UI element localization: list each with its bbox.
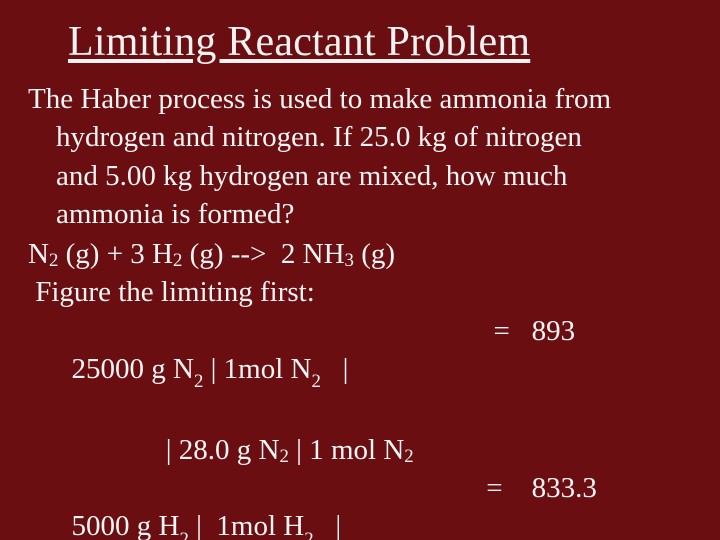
calc2-top-result: = 833.3: [486, 469, 597, 507]
calc1-bot-b: | 1 mol N: [289, 431, 404, 469]
calc1-bot-b-sub: 2: [404, 445, 413, 470]
calc1-top-b: | 1mol N: [203, 353, 311, 385]
chemical-equation: N2 (g) + 3 H2 (g) --> 2 NH3 (g): [28, 235, 692, 273]
eq-n2: N: [28, 235, 49, 273]
calc1-top-a: 25000 g N: [72, 353, 194, 385]
eq-h2-sub: 2: [173, 249, 182, 274]
calc1-bottom: | 28.0 g N2 | 1 mol N2: [28, 431, 692, 469]
calc2-top-a: 5000 g H: [72, 510, 180, 540]
problem-line-2: hydrogen and nitrogen. If 25.0 kg of nit…: [56, 121, 582, 153]
slide-title: Limiting Reactant Problem: [68, 18, 692, 66]
calc1-bot-a: | 28.0 g N: [166, 431, 280, 469]
problem-line-4: ammonia is formed?: [56, 198, 294, 230]
calc1-top-c: |: [321, 353, 494, 385]
slide-body: The Haber process is used to make ammoni…: [28, 80, 692, 540]
eq-h2g: (g) --> 2 NH: [182, 235, 344, 273]
calc2-top-b-sub: 2: [304, 529, 313, 540]
instruction-text: Figure the limiting first:: [28, 273, 315, 311]
calc2-top-c: |: [314, 510, 487, 540]
calc2-top: 5000 g H2 | 1mol H2 | = 833.3: [28, 469, 692, 540]
problem-line-3: and 5.00 kg hydrogen are mixed, how much: [56, 160, 567, 192]
calc2-top-a-sub: 2: [179, 529, 188, 540]
problem-line-1: The Haber process is used to make ammoni…: [28, 83, 611, 115]
calc1-top-a-sub: 2: [194, 371, 203, 392]
calc2-top-b: | 1mol H: [189, 510, 304, 540]
calc1-top-b-sub: 2: [312, 371, 321, 392]
calc1-bot-a-sub: 2: [280, 445, 289, 470]
eq-nh3g: (g): [354, 235, 395, 273]
problem-statement: The Haber process is used to make ammoni…: [28, 80, 692, 233]
calc1-bot-pad: [28, 431, 166, 469]
eq-n2-sub: 2: [49, 249, 58, 274]
instruction: Figure the limiting first:: [28, 273, 692, 311]
eq-nh3-sub: 3: [345, 249, 354, 274]
eq-n2g: (g) + 3 H: [58, 235, 173, 273]
calc1-top: 25000 g N2 | 1mol N2 | = 893: [28, 312, 692, 431]
calc1-top-result: = 893: [493, 312, 575, 350]
